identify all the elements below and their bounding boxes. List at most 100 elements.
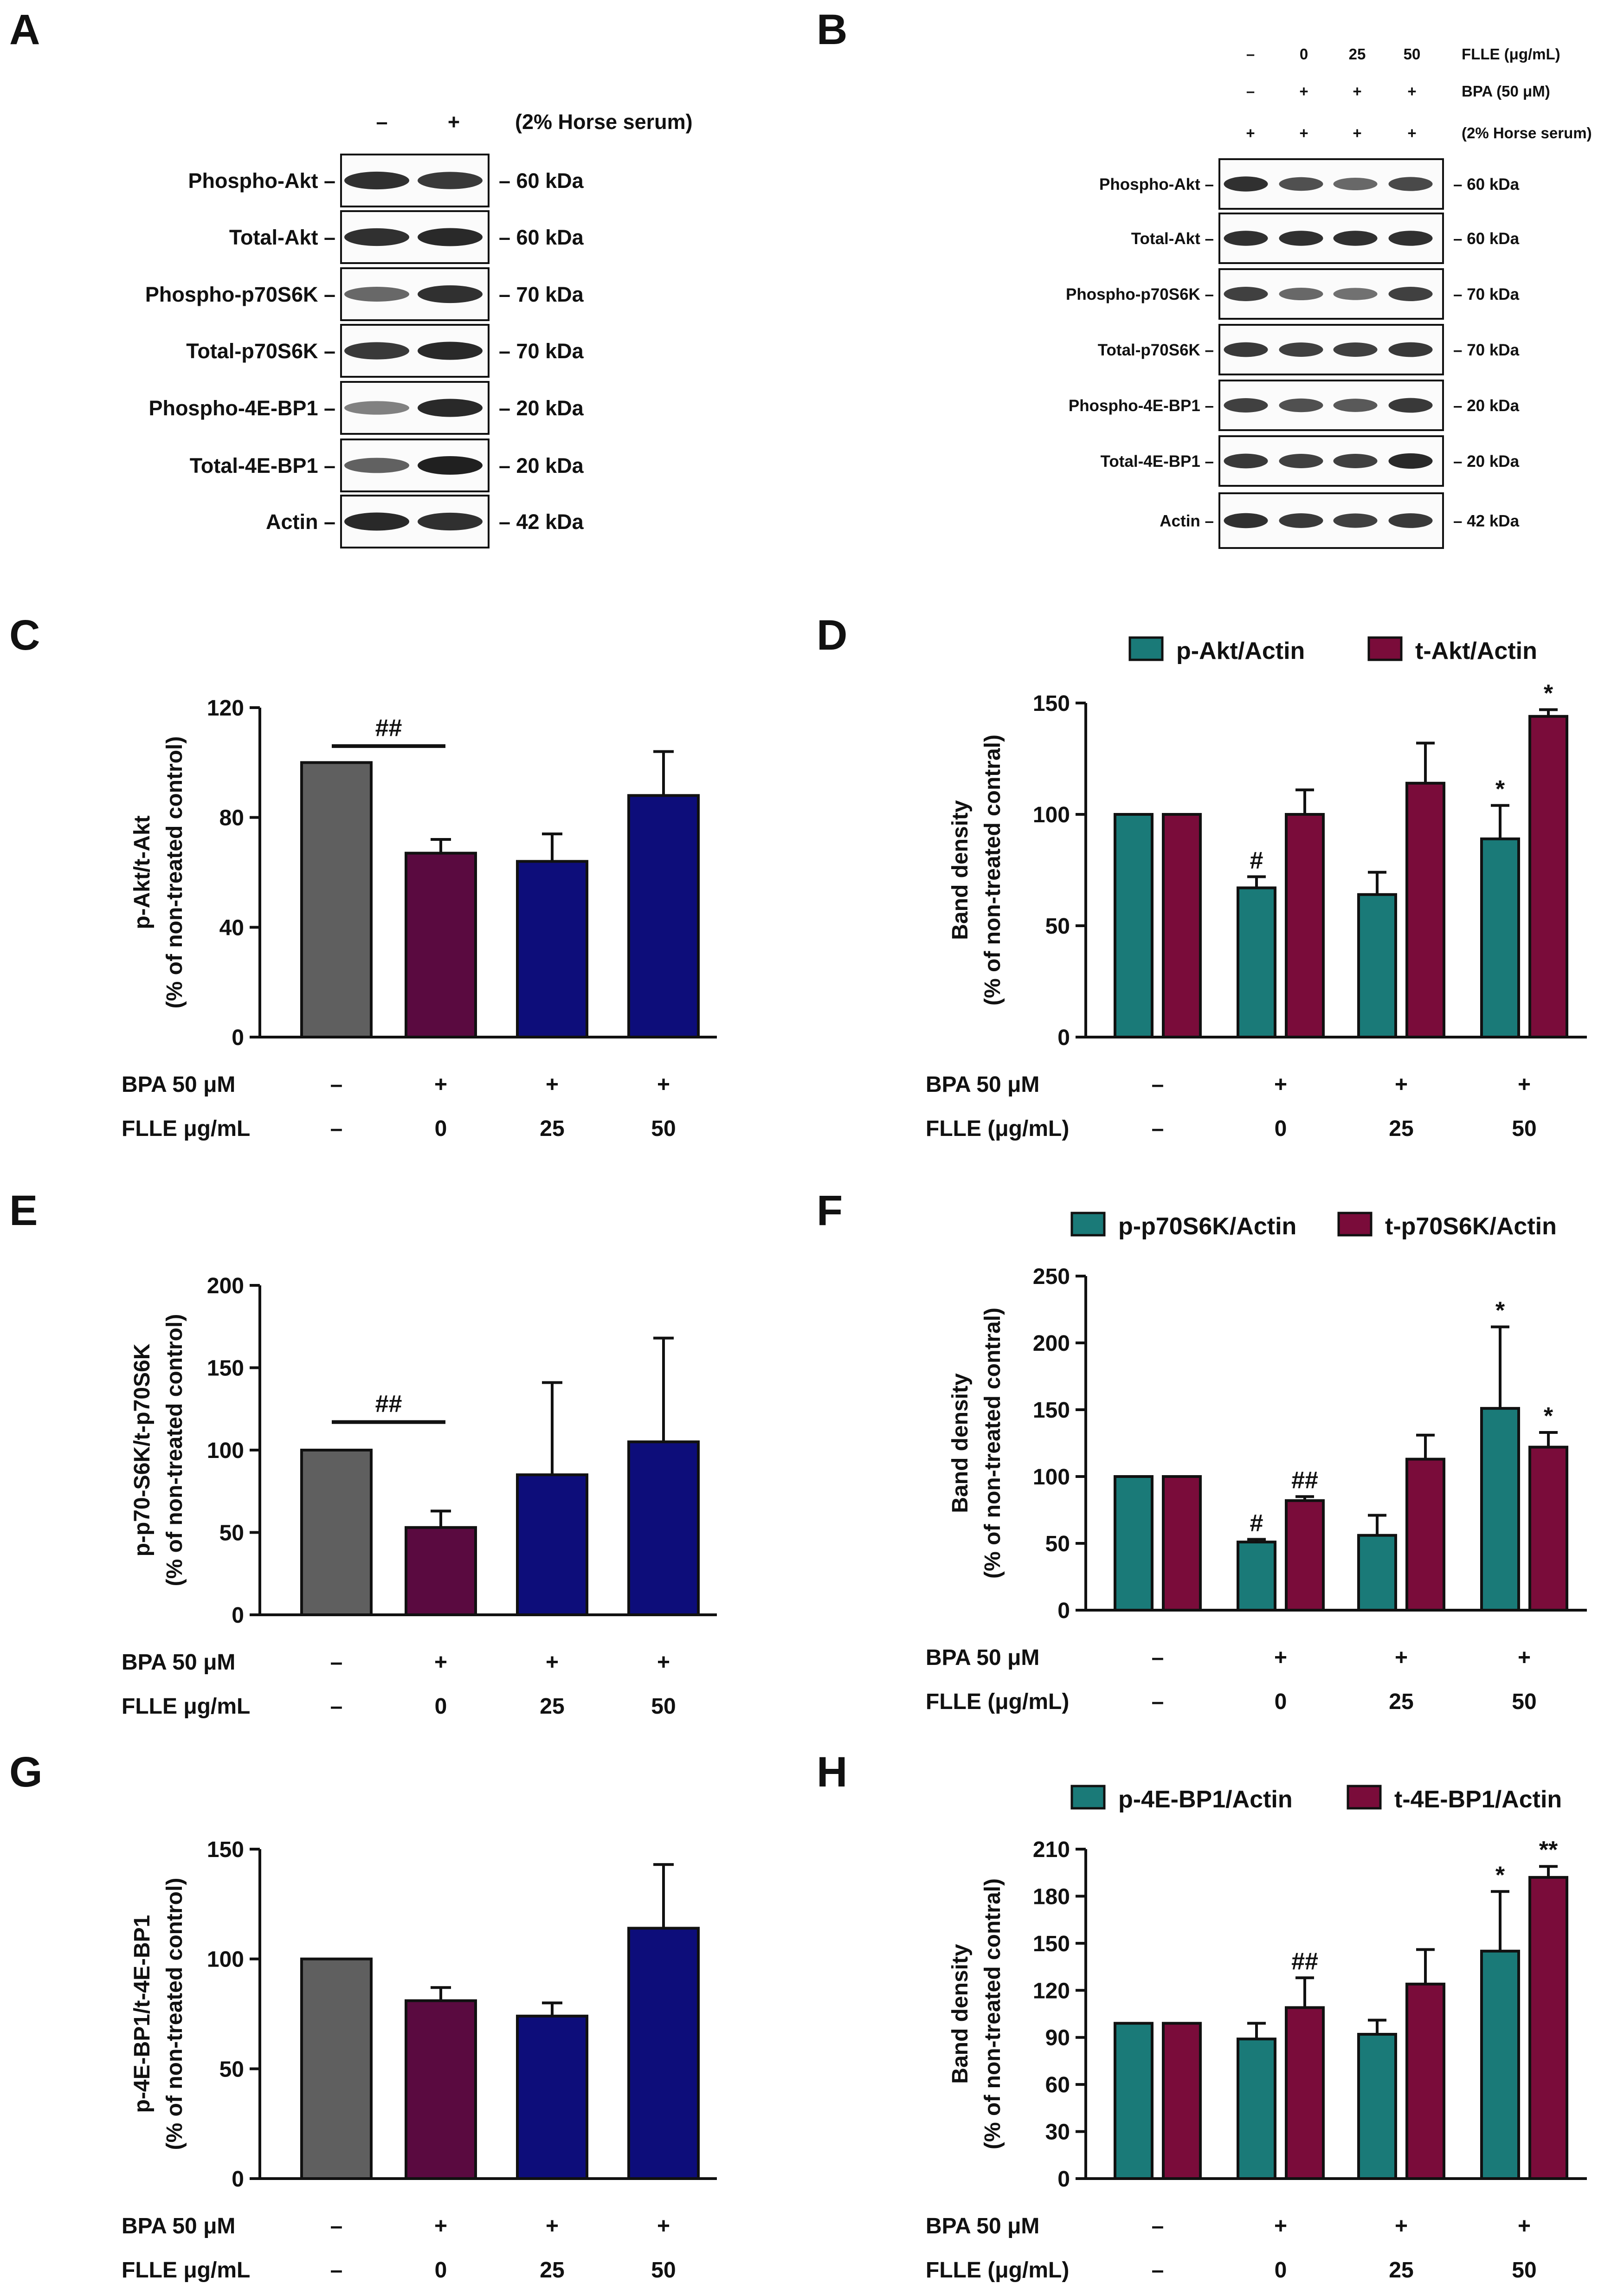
y-tick-label: 0 — [232, 2167, 244, 2192]
band-5-3 — [1388, 453, 1433, 469]
y-axis-subtitle: (% of non-treated control) — [162, 736, 187, 1009]
bar-BPA+FLLE25 — [516, 860, 588, 1039]
blot-b-h1-s0: – — [1246, 83, 1255, 100]
bar-BPA — [405, 1526, 477, 1617]
condition-value: – — [1152, 2258, 1164, 2283]
blot-row-label: Phospho-Akt – — [188, 169, 335, 193]
y-tick-label: 0 — [232, 1603, 244, 1628]
blot-row-kda: – 70 kDa — [1453, 341, 1520, 359]
condition-value: – — [1152, 1645, 1164, 1670]
blot-b-h0-s1: 0 — [1300, 45, 1308, 63]
y-axis-title: Band density — [948, 800, 973, 940]
y-tick-label: 180 — [1033, 1884, 1070, 1909]
condition-value: + — [1395, 1072, 1408, 1097]
condition-value: 25 — [1389, 1116, 1413, 1141]
bar-BPA+FLLE50 — [627, 794, 700, 1039]
y-tick-label: 50 — [1045, 1532, 1070, 1556]
band-2-3 — [1388, 287, 1433, 301]
legend-swatch — [1367, 636, 1403, 661]
panel-label-h: H — [817, 1748, 847, 1796]
significance-label: # — [1250, 1509, 1263, 1536]
blot-row-kda: – 70 kDa — [1453, 285, 1520, 303]
band-2-0 — [1224, 287, 1268, 301]
blot-b-h2-s0: + — [1246, 124, 1255, 142]
blot-a-header-label: (2% Horse serum) — [515, 110, 693, 134]
chart-d: 0 50 100 150 Band density (% of non-treated c… — [926, 636, 1587, 1141]
condition-value: + — [434, 1072, 447, 1097]
bar-t-p70S6K/Actin — [1405, 1458, 1445, 1612]
condition-value: + — [1274, 1072, 1287, 1097]
y-axis-subtitle: (% of non-treated contral) — [980, 1878, 1005, 2149]
condition-row-label: FLLE (μg/mL) — [926, 2258, 1069, 2283]
panel-label-b: B — [817, 6, 847, 53]
bar-BPA — [405, 1999, 477, 2180]
condition-row-label: BPA 50 μM — [926, 1645, 1039, 1670]
blot-b-h0-label: FLLE (μg/mL) — [1462, 45, 1560, 63]
band-0-2 — [1333, 177, 1378, 191]
condition-value: 50 — [651, 1694, 676, 1719]
condition-value: 0 — [1275, 1116, 1287, 1141]
panel-label-f: F — [817, 1187, 843, 1234]
band-2-0 — [344, 287, 409, 302]
band-2-2 — [1333, 288, 1378, 300]
y-tick-label: 100 — [1033, 1465, 1070, 1490]
y-tick-label: 50 — [1045, 914, 1070, 939]
blot-row-label: Total-p70S6K – — [186, 339, 335, 363]
blot-b-h2-s2: + — [1353, 124, 1361, 142]
blot-row-kda: – 60 kDa — [499, 169, 584, 193]
bar-p-4E-BP1/Actin — [1480, 1949, 1520, 2180]
blot-row-kda: – 60 kDa — [499, 226, 584, 249]
y-tick-label: 150 — [1033, 1932, 1070, 1956]
band-6-2 — [1333, 513, 1378, 528]
condition-value: – — [1152, 2214, 1164, 2238]
y-axis-subtitle: (% of non-treated control) — [162, 1314, 187, 1587]
blot-row-label: Phospho-p70S6K – — [1066, 285, 1214, 303]
band-1-1 — [418, 228, 483, 246]
legend-swatch — [1337, 1212, 1373, 1237]
bar-p-4E-BP1/Actin — [1357, 2032, 1397, 2180]
y-tick-label: 90 — [1045, 2026, 1070, 2051]
y-axis-title: Band density — [948, 1944, 973, 2084]
y-axis-title: p-Akt/t-Akt — [130, 815, 155, 929]
condition-value: 50 — [1512, 1116, 1536, 1141]
condition-value: 0 — [435, 2258, 447, 2283]
band-1-3 — [1388, 231, 1433, 246]
condition-value: 25 — [1389, 1690, 1413, 1714]
panel-label-c: C — [9, 612, 40, 659]
bar-p-p70S6K/Actin — [1237, 1541, 1276, 1612]
band-0-0 — [344, 171, 409, 190]
condition-row-label: FLLE μg/mL — [122, 2258, 250, 2283]
condition-value: 50 — [651, 1116, 676, 1141]
condition-value: – — [1152, 1690, 1164, 1714]
y-axis-title: p-4E-BP1/t-4E-BP1 — [130, 1915, 155, 2113]
bar-p-4E-BP1/Actin — [1114, 2022, 1154, 2180]
y-tick-label: 100 — [207, 1438, 244, 1463]
legend-label: t-Akt/Actin — [1415, 638, 1537, 664]
bar-t-4E-BP1/Actin — [1528, 1876, 1568, 2180]
panel-label-d: D — [817, 612, 847, 659]
band-6-0 — [344, 512, 409, 531]
condition-value: + — [657, 1650, 670, 1675]
condition-row-label: FLLE (μg/mL) — [926, 1690, 1069, 1714]
band-3-0 — [1224, 342, 1268, 357]
y-tick-label: 0 — [1057, 1025, 1070, 1050]
condition-value: + — [546, 2214, 559, 2238]
condition-value: 0 — [1275, 1690, 1287, 1714]
condition-row-label: BPA 50 μM — [926, 2214, 1039, 2238]
y-tick-label: 0 — [1057, 1599, 1070, 1623]
condition-value: 25 — [1389, 2258, 1413, 2283]
band-3-2 — [1333, 342, 1378, 357]
condition-value: – — [330, 1650, 343, 1675]
band-4-1 — [418, 399, 483, 417]
y-tick-label: 150 — [1033, 691, 1070, 716]
bar-t-4E-BP1/Actin — [1162, 2022, 1202, 2180]
band-3-1 — [1279, 342, 1323, 357]
y-tick-label: 100 — [1033, 803, 1070, 827]
band-0-0 — [1224, 176, 1268, 192]
significance-label: * — [1495, 1297, 1505, 1324]
significance-label: * — [1544, 1403, 1553, 1430]
band-0-1 — [1279, 177, 1323, 191]
y-tick-label: 100 — [207, 1948, 244, 1972]
band-6-0 — [1224, 513, 1268, 529]
